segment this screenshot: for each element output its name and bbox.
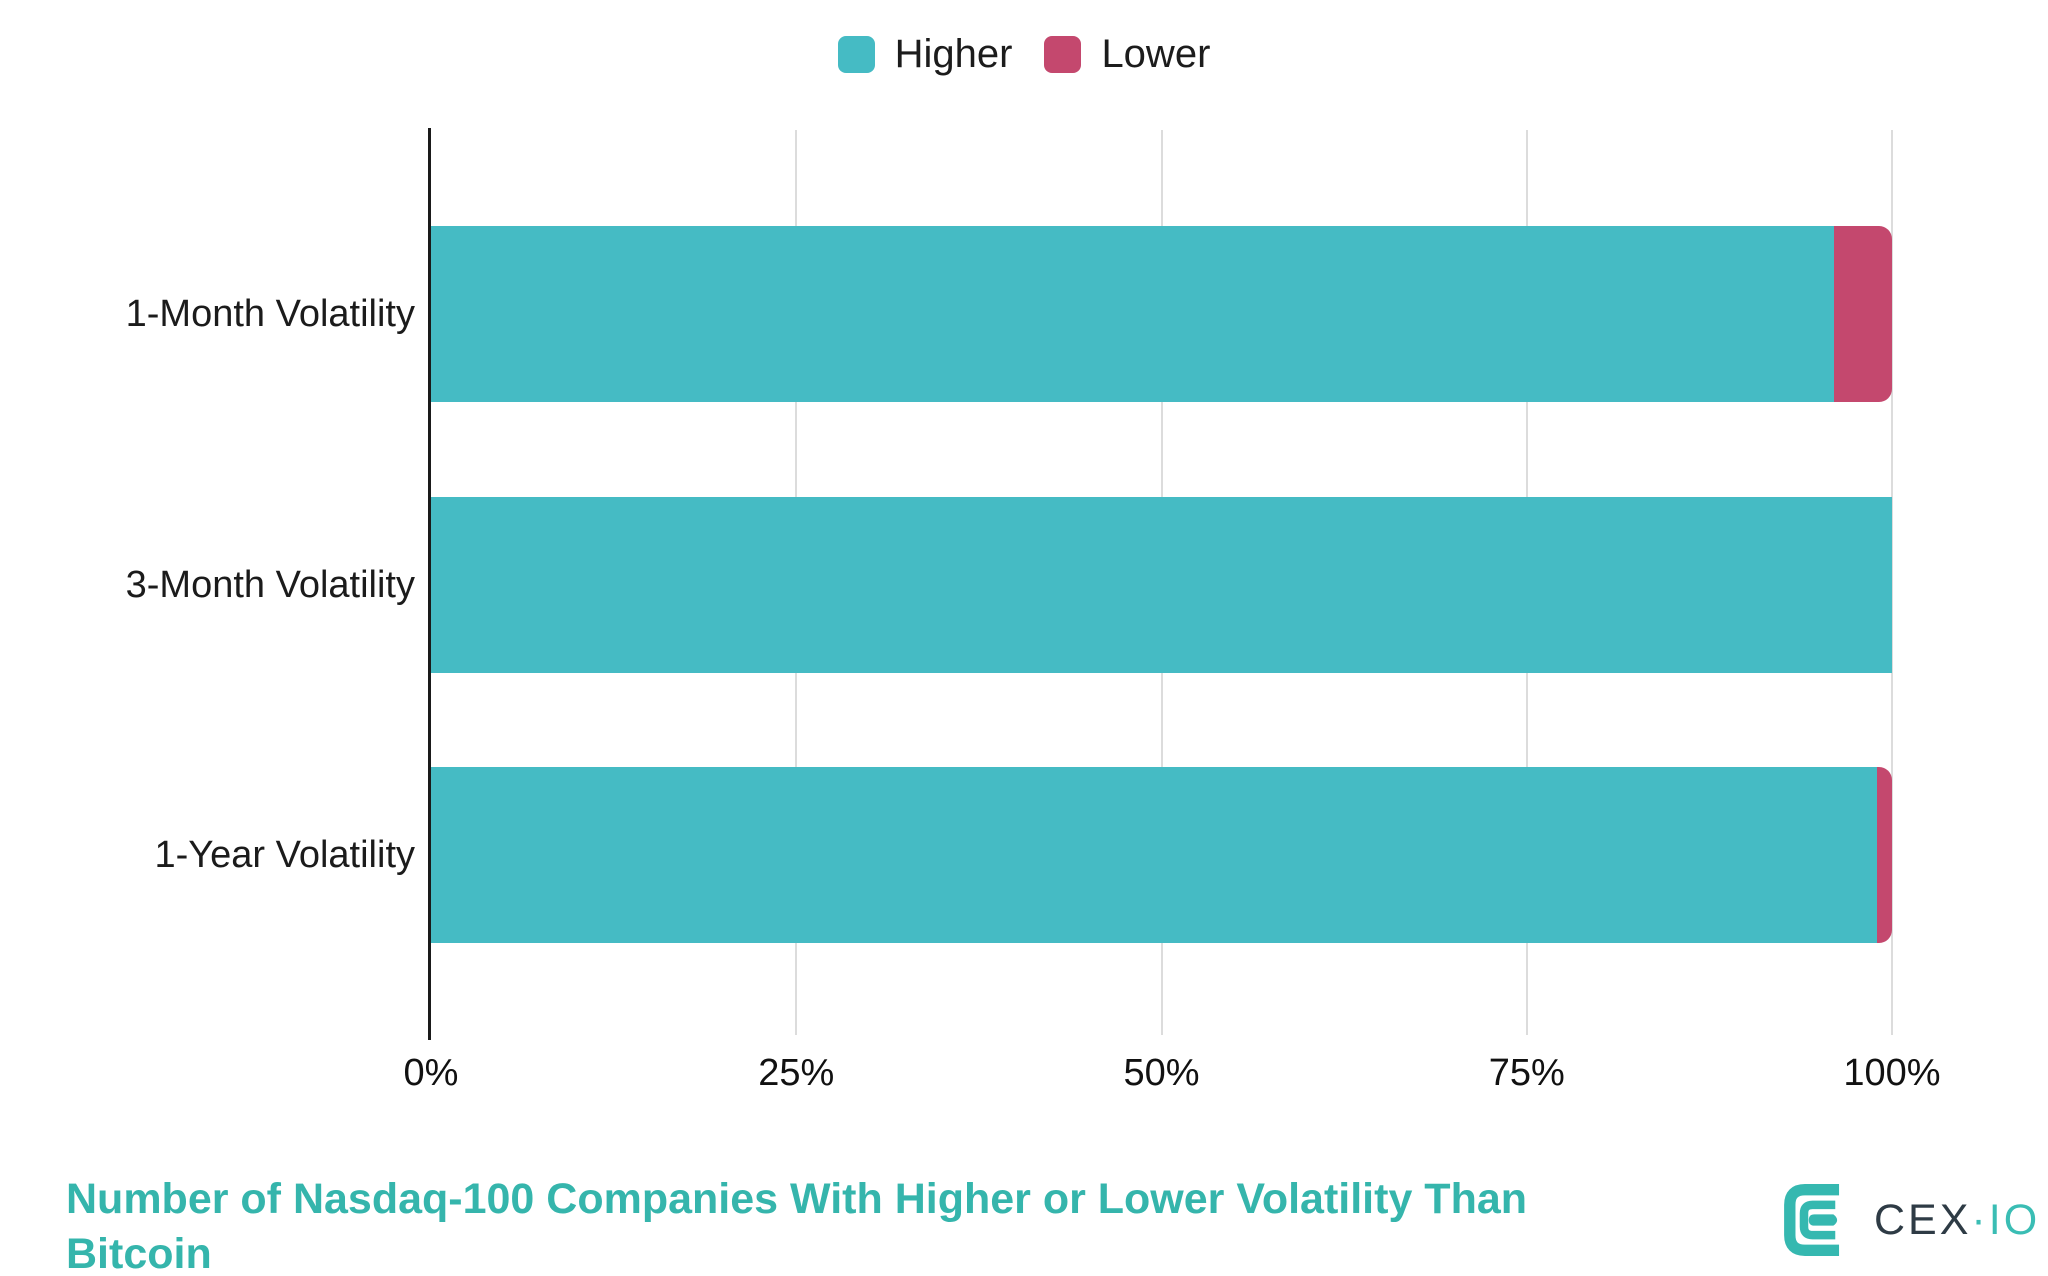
legend-swatch-higher-icon xyxy=(837,36,875,73)
x-tick-label-75: 75% xyxy=(1488,1052,1565,1094)
x-tick-label-50: 50% xyxy=(1123,1052,1200,1094)
bar-segment-lower xyxy=(1833,226,1892,402)
legend-label-lower: Lower xyxy=(1101,32,1211,76)
logo-text-cex: CEX xyxy=(1874,1195,1972,1244)
bar-segment-higher xyxy=(431,767,1878,943)
y-axis-line xyxy=(428,128,431,1040)
bar-1-month-volatility xyxy=(431,226,1892,402)
bar-segment-lower xyxy=(1877,767,1892,943)
bar-segment-higher xyxy=(431,496,1892,673)
legend-item-higher: Higher xyxy=(837,32,1013,77)
logo-wordmark: CEX·IO xyxy=(1874,1196,2040,1245)
category-label-1: 1-Month Volatility xyxy=(125,293,415,335)
logo-text-io: ·IO xyxy=(1971,1195,2041,1244)
gridline-100 xyxy=(1891,130,1893,1035)
category-label-2: 3-Month Volatility xyxy=(125,563,415,606)
legend: Higher Lower xyxy=(0,32,2048,77)
plot-area xyxy=(431,130,1893,1037)
legend-swatch-lower-icon xyxy=(1044,36,1082,73)
x-tick-label-100: 100% xyxy=(1843,1052,1941,1094)
category-label-3: 1-Year Volatility xyxy=(154,834,415,876)
bar-segment-higher xyxy=(431,226,1834,402)
legend-item-lower: Lower xyxy=(1044,32,1210,77)
cexio-logo: CEX·IO xyxy=(1784,1184,2040,1256)
cexio-logo-icon xyxy=(1784,1184,1840,1256)
x-tick-label-25: 25% xyxy=(758,1052,835,1094)
bar-1-year-volatility xyxy=(431,767,1892,943)
x-tick-label-0: 0% xyxy=(403,1052,459,1094)
bar-3-month-volatility xyxy=(431,496,1892,673)
chart-title: Number of Nasdaq-100 Companies With High… xyxy=(66,1175,1528,1276)
legend-label-higher: Higher xyxy=(894,32,1013,76)
